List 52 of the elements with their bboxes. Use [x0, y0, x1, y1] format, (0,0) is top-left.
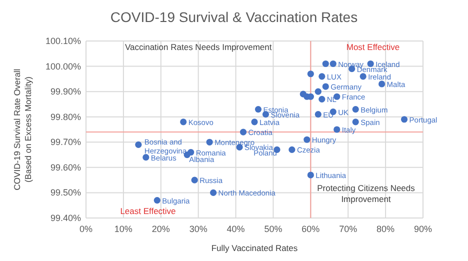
point [135, 141, 142, 148]
point [314, 88, 322, 95]
y-tick-label: 100.00% [45, 61, 81, 72]
y-tick-label: 99.60% [50, 162, 81, 172]
y-axis-title: COVID-19 Survival Rate Overall (Based on Excess Mortality) [12, 68, 33, 190]
point [210, 189, 217, 196]
point [191, 176, 198, 184]
point [251, 118, 258, 126]
point [240, 128, 247, 136]
annotation: Vaccination Rates Needs Improvement [124, 42, 272, 52]
y-tick-label: 99.50% [50, 188, 81, 198]
point [378, 80, 386, 88]
point [314, 111, 322, 118]
x-tick-label: 60% [302, 224, 320, 234]
point [334, 126, 340, 133]
x-tick-label: 10% [114, 224, 132, 234]
y-tick-label: 99.80% [50, 112, 81, 122]
x-tick-label: 40% [226, 224, 245, 234]
y-tick-label: 99.70% [50, 137, 81, 148]
y-tick-label: 99.40% [50, 213, 81, 223]
x-tick-label: 0% [79, 224, 93, 234]
point [322, 83, 329, 90]
annotation: Protecting Citizens Needs Improvement [317, 183, 415, 204]
point [307, 172, 314, 178]
point [254, 106, 262, 113]
point [307, 70, 314, 78]
y-tick-label: 100.10% [45, 36, 81, 46]
point [352, 106, 359, 113]
x-tick-label: 20% [152, 224, 170, 234]
point [400, 116, 408, 123]
annotation: Least Effective [120, 206, 176, 216]
x-tick-label: 80% [376, 224, 395, 234]
point [360, 73, 366, 80]
point [180, 118, 187, 126]
point [304, 136, 310, 143]
point [154, 197, 160, 204]
x-tick-label: 70% [339, 224, 358, 234]
y-tick-label: 99.90% [50, 86, 81, 97]
annotation: Most Effective [346, 42, 400, 52]
point [318, 73, 326, 80]
point [318, 96, 326, 102]
point [352, 118, 359, 126]
point [330, 60, 336, 68]
point [206, 138, 213, 146]
x-axis-title: Fully Vaccinated Rates [211, 243, 298, 253]
point [142, 154, 150, 161]
x-tick-label: 90% [414, 224, 432, 234]
x-tick-label: 50% [264, 224, 282, 234]
chart-title: COVID-19 Survival & Vaccination Rates [110, 9, 358, 25]
point [322, 60, 329, 68]
x-tick-label: 30% [189, 224, 208, 234]
point [288, 146, 296, 154]
